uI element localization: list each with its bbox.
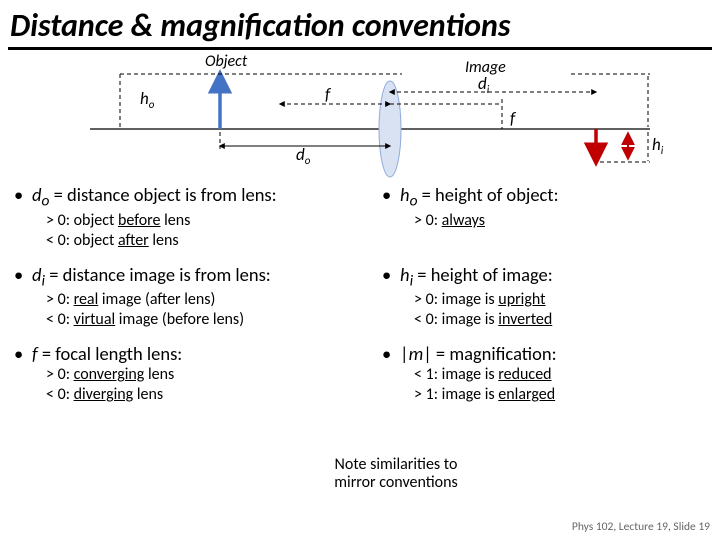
- ho-spacer: [382, 231, 706, 251]
- m-item: •|m| = magnification: < 1: image is redu…: [382, 342, 706, 405]
- right-column: •ho = height of object: > 0: always •hi …: [372, 183, 706, 417]
- ho-sub1: > 0: always: [382, 211, 706, 231]
- m-sub1: < 1: image is reduced: [382, 365, 706, 385]
- hi-sub2: < 0: image is inverted: [382, 310, 706, 330]
- slide-title: Distance & magnification conventions: [0, 0, 720, 47]
- di-sub1: > 0: real image (after lens): [14, 290, 372, 310]
- f-sub2: < 0: diverging lens: [14, 385, 372, 405]
- m-heading: •|m| = magnification:: [382, 342, 706, 365]
- ray-diagram: Object Image ho f f di do hi: [10, 54, 710, 179]
- di-item: •di = distance image is from lens: > 0: …: [14, 263, 372, 331]
- hi-item: •hi = height of image: > 0: image is upr…: [382, 263, 706, 331]
- hi-heading: •hi = height of image:: [382, 263, 706, 291]
- title-underline: [8, 47, 712, 50]
- f-heading: •f = focal length lens:: [14, 342, 372, 365]
- do-heading: •do = distance object is from lens:: [14, 183, 372, 211]
- note-text: Note similarities tomirror conventions: [296, 456, 496, 493]
- ho-heading: •ho = height of object:: [382, 183, 706, 211]
- content-columns: •do = distance object is from lens: > 0:…: [0, 179, 720, 417]
- left-column: •do = distance object is from lens: > 0:…: [14, 183, 372, 417]
- f-item: •f = focal length lens: > 0: converging …: [14, 342, 372, 405]
- footer-text: Phys 102, Lecture 19, Slide 19: [572, 520, 710, 534]
- f-label-right: f: [510, 108, 517, 129]
- f-sub1: > 0: converging lens: [14, 365, 372, 385]
- do-sub1: > 0: object before lens: [14, 211, 372, 231]
- di-sub2: < 0: virtual image (before lens): [14, 310, 372, 330]
- do-sub2: < 0: object after lens: [14, 231, 372, 251]
- hi-sub1: > 0: image is upright: [382, 290, 706, 310]
- ho-item: •ho = height of object: > 0: always: [382, 183, 706, 251]
- object-label: Object: [205, 54, 248, 71]
- m-sub2: > 1: image is enlarged: [382, 385, 706, 405]
- ho-label: ho: [140, 88, 155, 111]
- hi-label: hi: [652, 134, 664, 157]
- do-label: do: [296, 144, 311, 167]
- do-item: •do = distance object is from lens: > 0:…: [14, 183, 372, 251]
- di-heading: •di = distance image is from lens:: [14, 263, 372, 291]
- f-label-left: f: [325, 84, 332, 105]
